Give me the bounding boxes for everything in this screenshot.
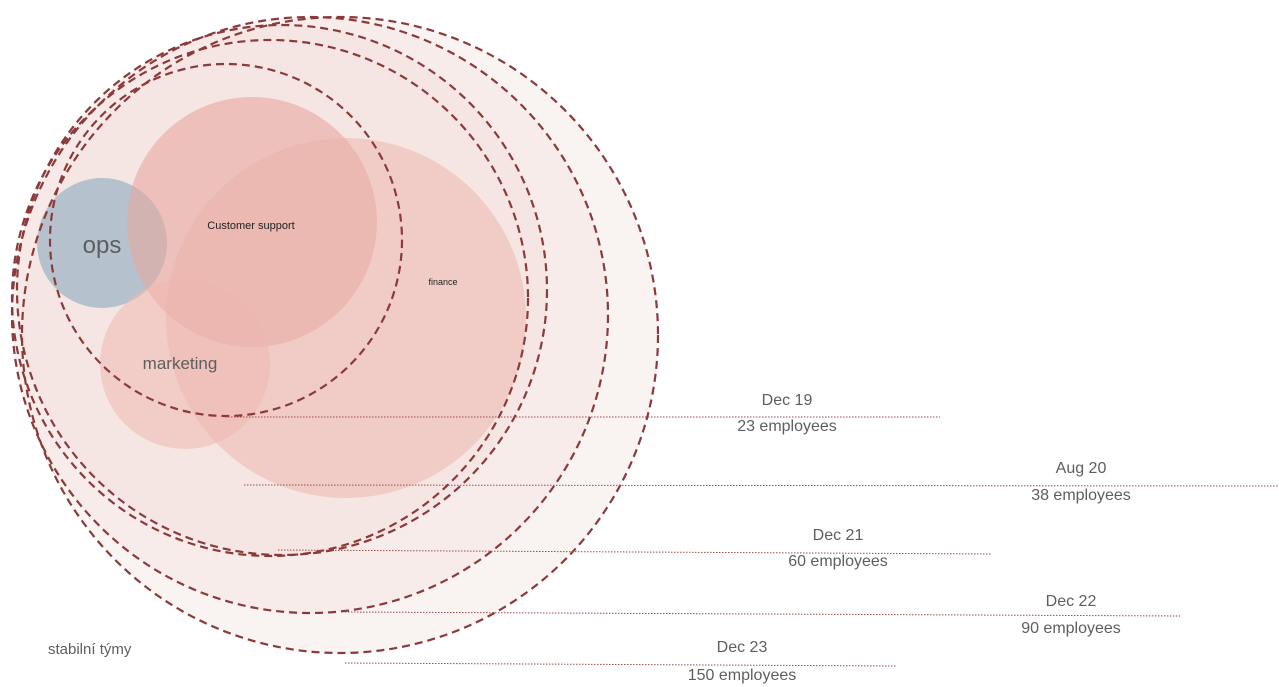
milestone-count-dec-22: 90 employees [1021, 620, 1121, 637]
milestone-date-dec-22: Dec 22 [1046, 593, 1097, 610]
ring-dec-19 [48, 62, 404, 418]
milestone-count-dec-21: 60 employees [788, 553, 888, 570]
ring-dec-23 [20, 15, 660, 655]
leader-line-dec-21 [277, 549, 993, 555]
footnote-stable-teams: stabilní týmy [48, 641, 132, 658]
team-bubble-marketing [100, 279, 270, 449]
milestone-labels: Dec 19 23 employees Aug 20 38 employees … [688, 392, 1131, 684]
milestone-count-aug-20: 38 employees [1031, 487, 1131, 504]
leader-line-dec-23 [344, 662, 897, 667]
leader-line-dec-22 [344, 611, 1181, 617]
team-label-ops: ops [83, 232, 122, 259]
ring-dec-22 [10, 15, 610, 615]
team-bubbles [37, 97, 526, 498]
milestone-count-dec-23: 150 employees [688, 667, 797, 684]
team-label-customer-support: Customer support [207, 220, 294, 232]
team-label-marketing: marketing [143, 354, 218, 373]
milestone-date-dec-19: Dec 19 [762, 392, 813, 409]
milestone-date-dec-21: Dec 21 [813, 527, 864, 544]
leader-lines [225, 416, 1279, 667]
milestone-date-dec-23: Dec 23 [717, 639, 768, 656]
milestone-date-aug-20: Aug 20 [1056, 460, 1107, 477]
dashed-rings [10, 15, 660, 655]
milestone-count-dec-19: 23 employees [737, 418, 837, 435]
team-label-finance: finance [428, 277, 457, 287]
